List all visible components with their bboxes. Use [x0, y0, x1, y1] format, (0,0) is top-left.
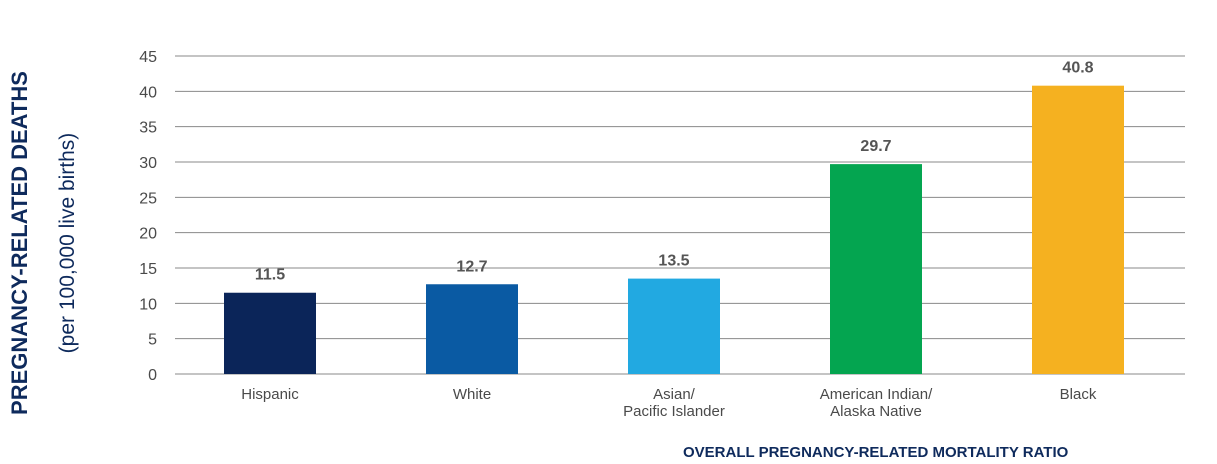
gridlines	[175, 55, 1185, 375]
data-label: 40.8	[1062, 60, 1093, 77]
y-tick-label: 0	[148, 367, 157, 384]
x-axis-categories: Hispanic White Asian/Pacific Islander Ameri…	[241, 386, 1097, 420]
category-label: Hispanic	[241, 386, 299, 403]
data-label: 13.5	[658, 253, 689, 270]
bar	[426, 284, 518, 374]
y-tick-label: 5	[148, 332, 157, 349]
y-tick-label: 30	[139, 155, 157, 172]
y-axis-ticks: 0 5 10 15 20 25 30 35 40 45	[139, 49, 157, 384]
y-tick-label: 15	[139, 261, 157, 278]
y-tick-label: 45	[139, 49, 157, 66]
legend-label: OVERALL PREGNANCY-RELATED MORTALITY RATI…	[683, 444, 1069, 461]
category-label: Asian/	[653, 386, 696, 403]
bar	[830, 164, 922, 374]
bar	[1032, 85, 1124, 375]
legend: OVERALL PREGNANCY-RELATED MORTALITY RATI…	[533, 444, 1069, 461]
bar	[628, 278, 720, 374]
data-label: 29.7	[860, 138, 891, 155]
y-tick-label: 10	[139, 296, 157, 313]
bar	[224, 292, 316, 374]
y-axis-subtitle: (per 100,000 live births)	[56, 133, 79, 354]
data-labels: 11.5 12.7 13.5 29.7 40.8	[255, 60, 1094, 284]
category-label: White	[453, 386, 491, 403]
category-label: American Indian/	[820, 386, 933, 403]
data-label: 12.7	[456, 258, 487, 275]
category-label: Black	[1060, 386, 1097, 403]
y-tick-label: 25	[139, 190, 157, 207]
y-axis-title: PREGNANCY-RELATED DEATHS	[7, 71, 32, 415]
data-label: 11.5	[255, 267, 285, 284]
y-tick-label: 40	[139, 84, 157, 101]
bars	[224, 85, 1124, 375]
y-tick-label: 35	[139, 120, 157, 137]
category-label: Alaska Native	[830, 403, 922, 420]
category-label: Pacific Islander	[623, 403, 725, 420]
y-tick-label: 20	[139, 226, 157, 243]
